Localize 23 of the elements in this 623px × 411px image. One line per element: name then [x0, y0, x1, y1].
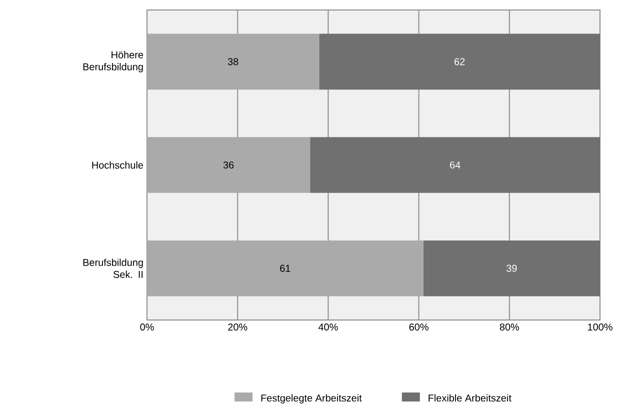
x-tick-label: 40%	[318, 324, 338, 331]
data-label: 39	[506, 264, 517, 272]
bar	[147, 240, 424, 296]
bar	[147, 137, 310, 193]
data-label: 61	[280, 264, 290, 272]
data-label: 38	[228, 58, 238, 66]
y-tick-label: Höhere Berufsbildung	[83, 51, 144, 72]
x-tick-label: 60%	[409, 324, 428, 331]
x-tick-label: 100%	[588, 324, 612, 331]
x-tick-label: 20%	[228, 324, 248, 331]
legend-label: Flexible Arbeitszeit	[428, 394, 512, 402]
bar	[310, 137, 600, 193]
x-tick-label: 0%	[140, 324, 154, 331]
x-tick-label: 80%	[500, 324, 520, 331]
y-tick-label: Berufsbildung Sek. II	[83, 258, 143, 278]
bar	[319, 34, 600, 90]
y-tick-label: Hochschule	[92, 161, 144, 169]
bar	[147, 34, 320, 90]
legend-label: Festgelegte Arbeitszeit	[261, 394, 362, 404]
data-label: 36	[223, 161, 234, 169]
data-label: 64	[450, 161, 460, 169]
data-label: 62	[454, 58, 465, 66]
bar	[423, 240, 600, 296]
